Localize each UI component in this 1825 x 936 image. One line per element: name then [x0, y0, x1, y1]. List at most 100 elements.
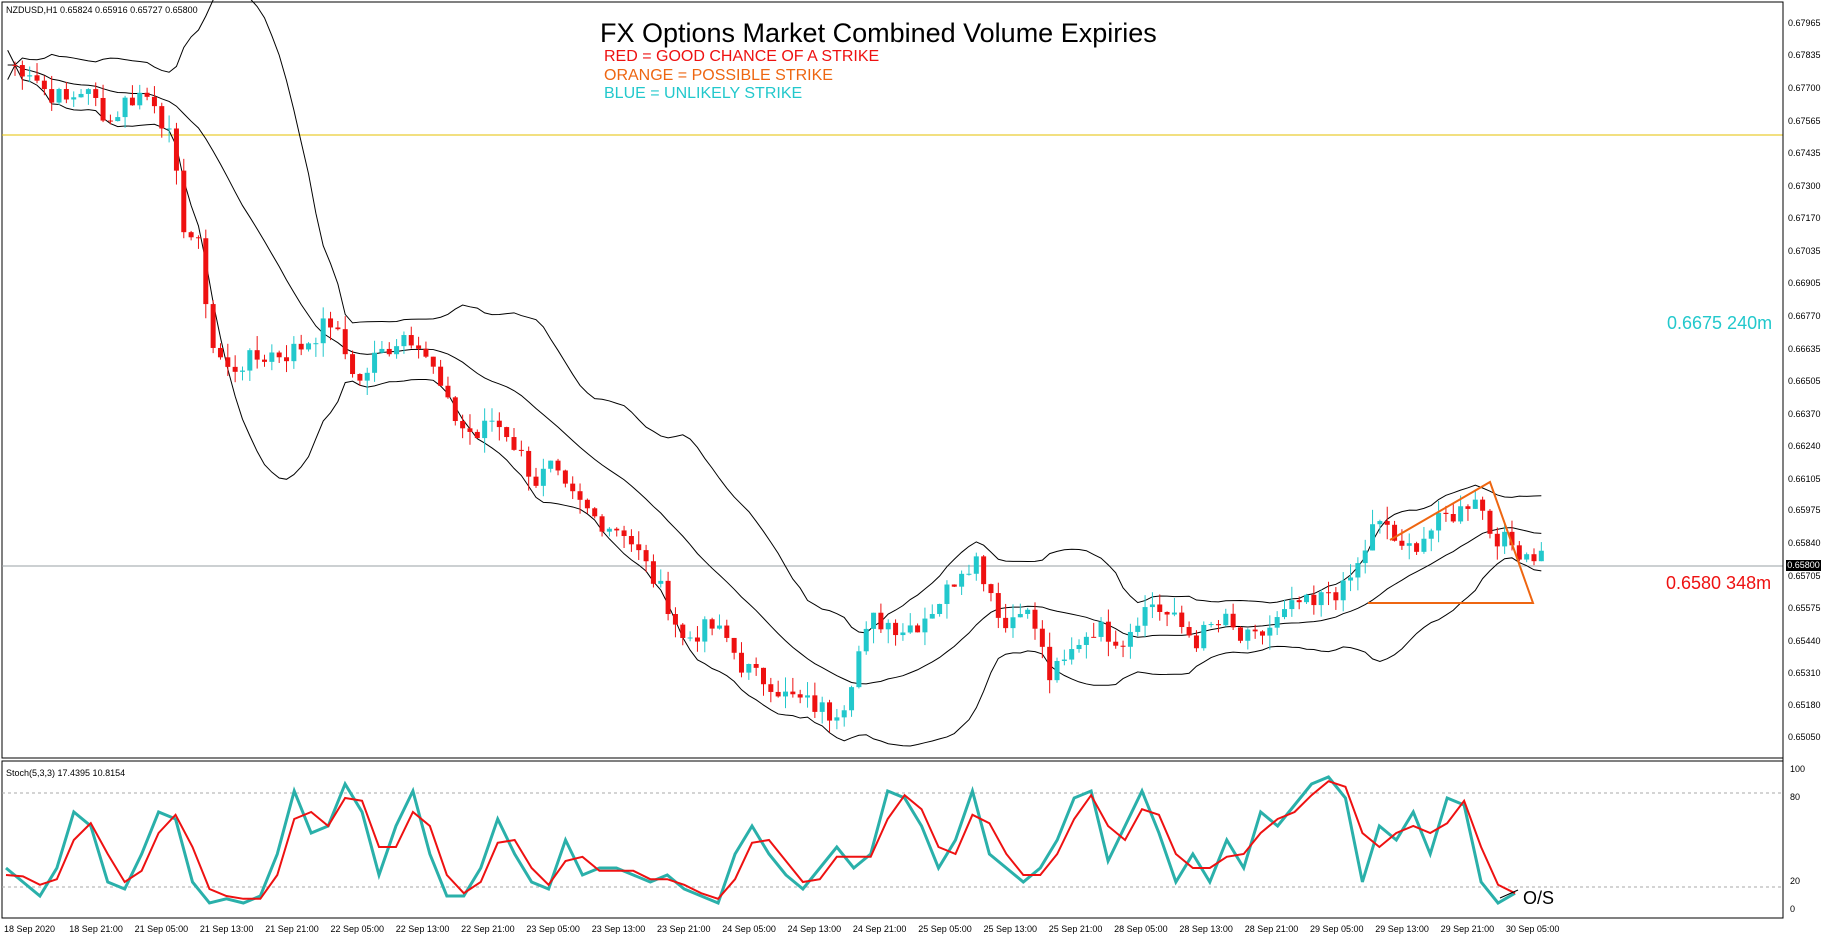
candle-body: [78, 93, 84, 98]
candle-body: [430, 356, 436, 367]
time-tick: 28 Sep 21:00: [1244, 924, 1299, 934]
time-tick: 25 Sep 05:00: [918, 924, 972, 934]
candle-body: [1274, 617, 1280, 628]
candle-body: [247, 350, 253, 371]
candle-body: [526, 450, 532, 477]
stoch-pane: [1, 760, 1784, 919]
candle-body: [1487, 510, 1493, 534]
candle-body: [1142, 607, 1148, 626]
candle-body: [364, 372, 370, 381]
candle-body: [1362, 550, 1368, 564]
bollinger-bands: [7, 0, 1542, 747]
candle-body: [357, 374, 363, 381]
candle-body: [1509, 531, 1515, 546]
price-tick: 0.65440: [1788, 636, 1821, 647]
candle-body: [1406, 543, 1412, 546]
candle-body: [452, 397, 458, 422]
candle-body: [159, 106, 165, 129]
candle-body: [1135, 625, 1141, 632]
candle-body: [445, 385, 451, 398]
candle-body: [863, 628, 869, 652]
candle-body: [107, 120, 113, 122]
candle-body: [1245, 629, 1251, 641]
candle-body: [320, 318, 326, 344]
candle-body: [416, 345, 422, 349]
time-tick: 23 Sep 13:00: [591, 924, 646, 934]
legend-red: RED = GOOD CHANCE OF A STRIKE: [604, 48, 880, 65]
candle-body: [783, 691, 789, 697]
candle-body: [1157, 604, 1163, 612]
candle-body: [746, 664, 752, 673]
candle-body: [1370, 524, 1376, 551]
candle-body: [849, 687, 855, 711]
candle-body: [790, 691, 796, 695]
candle-body: [1392, 524, 1398, 541]
candle-body: [665, 580, 671, 615]
candle-body: [650, 561, 656, 584]
candle-body: [401, 335, 407, 347]
candle-body: [658, 580, 664, 584]
candle-body: [129, 97, 135, 106]
price-tick: 0.67965: [1788, 18, 1821, 29]
candle-body: [225, 357, 231, 367]
candle-body: [687, 637, 693, 639]
candle-body: [518, 449, 524, 451]
time-tick: 28 Sep 13:00: [1179, 924, 1233, 934]
candle-body: [1076, 644, 1082, 650]
candle-body: [504, 427, 510, 438]
candle-body: [41, 80, 47, 90]
time-tick: 23 Sep 05:00: [526, 924, 580, 934]
band-middle: [7, 64, 1542, 685]
candle-body: [709, 619, 715, 629]
candle-body: [386, 348, 392, 355]
chart-title: FX Options Market Combined Volume Expiri…: [600, 18, 1157, 48]
candle-body: [1326, 592, 1332, 594]
candle-body: [753, 664, 759, 668]
candle-body: [1223, 613, 1229, 626]
legend-orange: ORANGE = POSSIBLE STRIKE: [604, 67, 833, 84]
candle-body: [1355, 563, 1361, 578]
candle-body: [716, 625, 722, 629]
candle-body: [460, 421, 466, 429]
candle-body: [1318, 592, 1324, 606]
candle-body: [797, 694, 803, 698]
candle-body: [342, 329, 348, 355]
level-label-red: 0.6580 348m: [1666, 573, 1772, 593]
candle-body: [1127, 631, 1133, 647]
candle-body: [900, 632, 906, 636]
candle-body: [760, 667, 766, 685]
candle-body: [1032, 609, 1038, 629]
os-arrow: [1499, 889, 1519, 899]
candle-body: [276, 352, 282, 358]
price-tick: 0.67435: [1788, 148, 1821, 159]
time-tick: 29 Sep 13:00: [1375, 924, 1429, 934]
candle-body: [1450, 514, 1456, 522]
os-label: O/S: [1523, 888, 1555, 908]
candle-body: [555, 460, 561, 471]
candle-body: [1348, 577, 1354, 581]
candle-body: [1502, 531, 1508, 547]
candle-body: [731, 637, 737, 653]
candle-body: [482, 420, 488, 439]
candle-body: [254, 350, 260, 360]
candle-body: [1436, 512, 1442, 531]
candle-body: [438, 366, 444, 386]
candle-body: [203, 238, 209, 305]
candle-body: [496, 420, 502, 428]
candle-body: [1039, 628, 1045, 647]
time-tick: 24 Sep 13:00: [787, 924, 842, 934]
candle-body: [570, 483, 576, 492]
candle-body: [335, 327, 341, 330]
stoch-pane-frame: [1, 760, 1784, 919]
candle-body: [1538, 550, 1544, 562]
candle-body: [599, 516, 605, 532]
stoch-tick: 100: [1790, 764, 1806, 774]
candle-body: [1069, 649, 1075, 660]
price-tick: 0.65050: [1788, 731, 1821, 742]
current-price-box: 0.65800: [1786, 560, 1821, 571]
candle-body: [217, 347, 223, 358]
candle-body: [827, 702, 833, 721]
price-tick: 0.67035: [1788, 245, 1821, 256]
candle-body: [489, 420, 495, 422]
candle-body: [614, 528, 620, 531]
